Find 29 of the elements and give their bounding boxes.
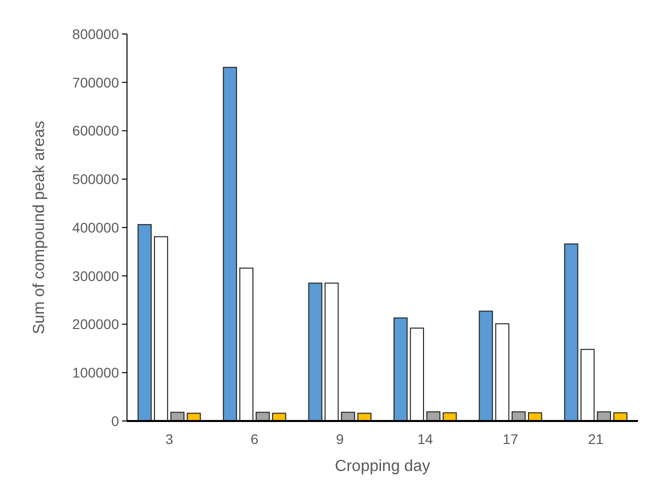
bar xyxy=(239,268,254,422)
y-axis-title: Sum of compound peak areas xyxy=(31,120,48,334)
x-axis-title: Cropping day xyxy=(334,458,430,475)
bar xyxy=(478,310,493,422)
y-tick-label: 100000 xyxy=(72,364,120,381)
x-tick-label: 21 xyxy=(588,431,604,447)
bar xyxy=(324,282,339,422)
y-tick-label: 0 xyxy=(111,412,120,429)
y-tick-label: 500000 xyxy=(72,171,120,188)
y-tick-label: 800000 xyxy=(72,26,120,42)
x-tick-label: 14 xyxy=(417,431,434,447)
y-tick-label: 600000 xyxy=(72,122,120,139)
y-tick-label: 200000 xyxy=(72,316,120,332)
bar xyxy=(495,323,510,422)
bar xyxy=(410,328,424,422)
bar xyxy=(222,66,238,422)
y-tick-label: 300000 xyxy=(72,268,120,284)
bar xyxy=(580,348,595,422)
bar xyxy=(564,243,578,422)
y-tick-label: 700000 xyxy=(72,74,120,90)
x-tick-label: 6 xyxy=(250,431,259,447)
bar xyxy=(138,224,152,422)
bar xyxy=(394,317,408,422)
bar xyxy=(154,236,168,422)
x-tick-label: 9 xyxy=(336,431,344,447)
bar xyxy=(308,282,322,422)
x-tick-label: 17 xyxy=(502,431,518,447)
y-tick-label: 400000 xyxy=(72,219,120,236)
x-tick-label: 3 xyxy=(165,431,174,447)
